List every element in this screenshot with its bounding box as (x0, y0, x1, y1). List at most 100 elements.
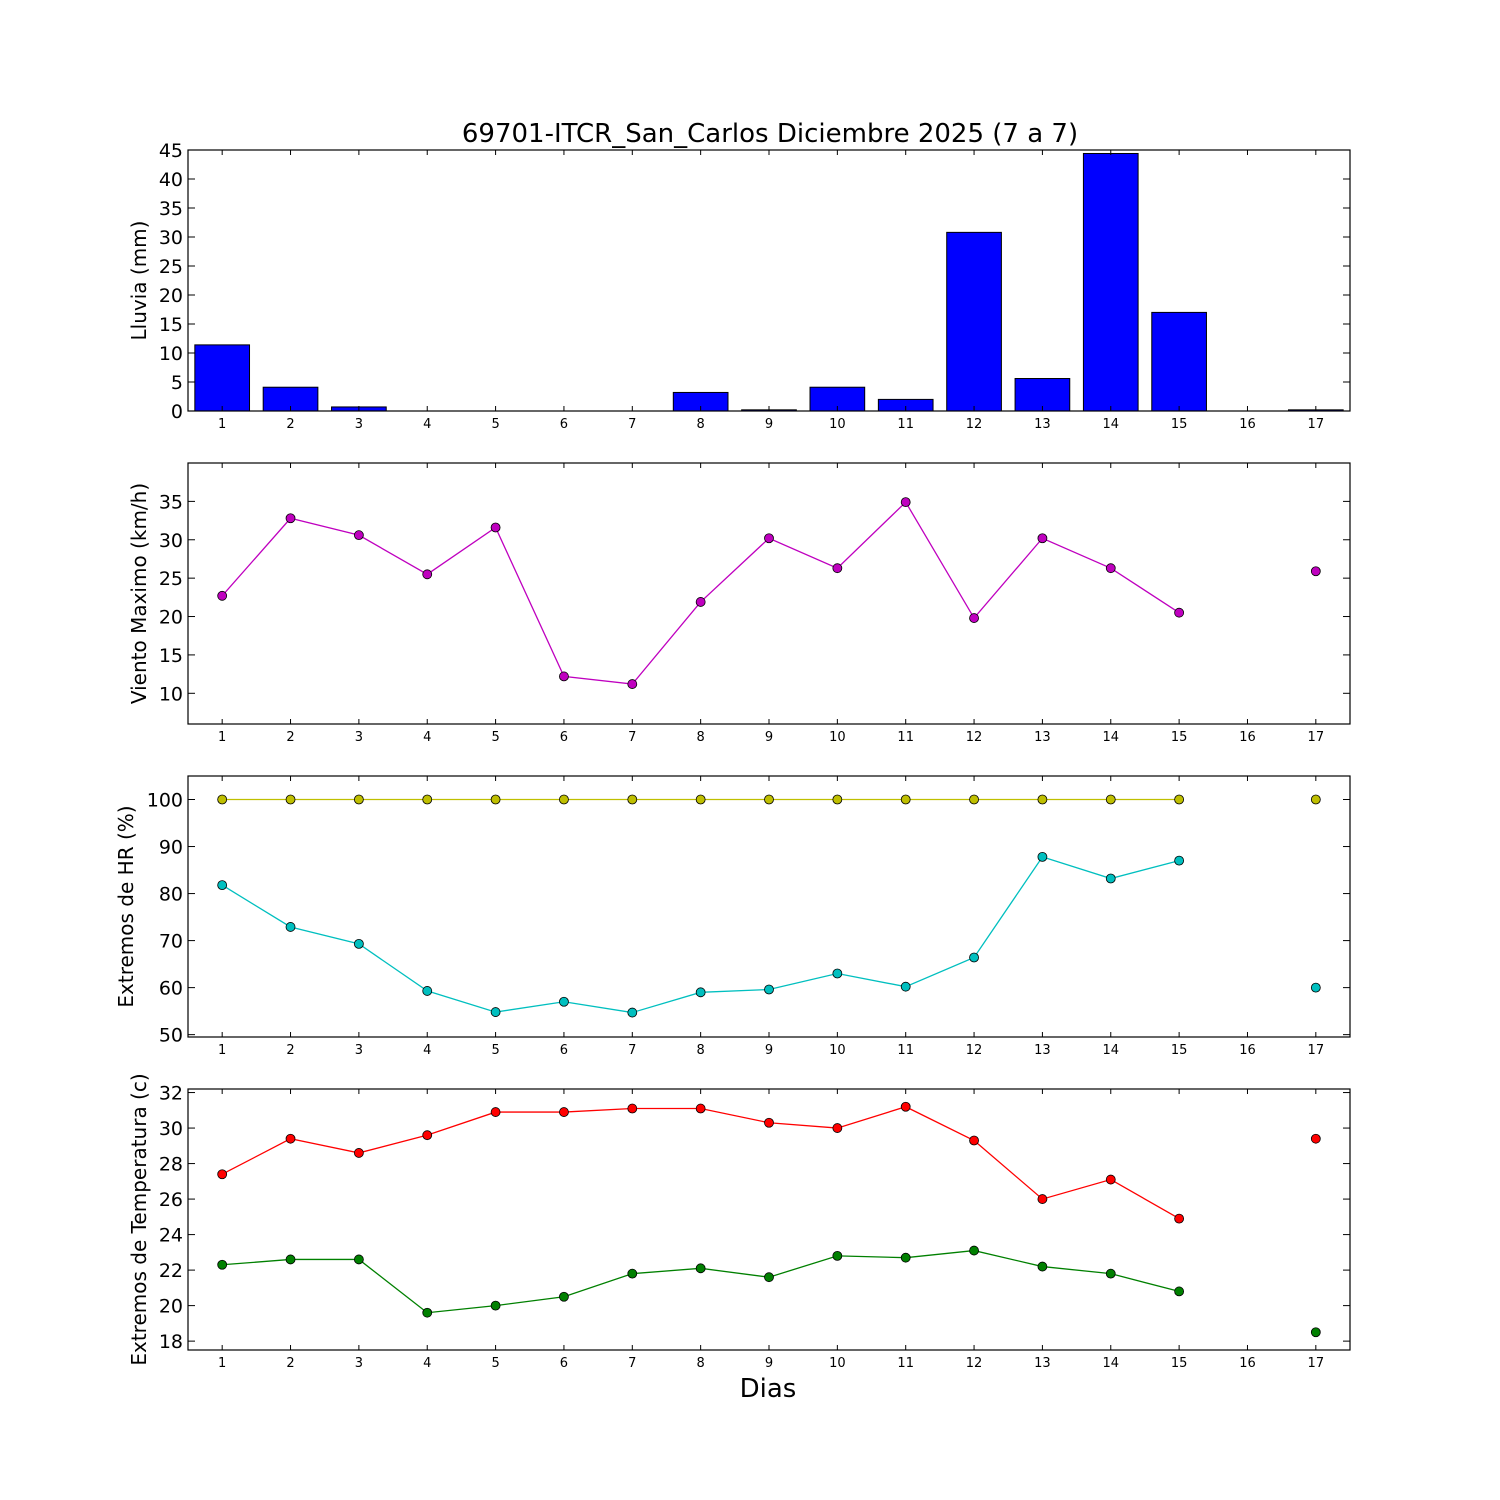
data-point (969, 613, 979, 623)
data-point (832, 1250, 843, 1261)
data-point (1105, 794, 1116, 805)
x-tick-label: 6 (560, 730, 568, 745)
data-point (353, 794, 364, 805)
y-tick-label: 15 (159, 314, 183, 336)
x-tick-label: 1 (218, 730, 226, 745)
data-point (559, 996, 569, 1007)
x-tick-label: 10 (829, 1043, 846, 1058)
y-tick-label: 40 (159, 169, 183, 191)
y-tick-label: 20 (159, 1296, 183, 1318)
data-point (900, 497, 911, 508)
data-point (832, 1123, 843, 1133)
y-tick-label: 70 (159, 931, 183, 953)
data-point (490, 1107, 501, 1117)
data-point (353, 938, 364, 949)
y-axis-label: Viento Maximo (km/h) (127, 483, 151, 704)
x-tick-label: 13 (1034, 1356, 1051, 1371)
wind-panel: 1 2 3 4 5 6 7 8 9 10 11 12 13 14 15 16 17101520253035Vie… (127, 462, 1351, 745)
x-tick-label: 3 (355, 417, 363, 432)
data-point (422, 569, 433, 580)
y-tick-label: 25 (159, 568, 183, 590)
y-tick-label: 25 (159, 256, 183, 278)
data-point (1037, 533, 1048, 544)
data-point (627, 1007, 638, 1018)
x-tick-label: 9 (765, 1043, 773, 1058)
data-point (490, 794, 501, 805)
data-point (422, 986, 433, 996)
data-point (422, 1307, 433, 1318)
data-point (764, 1272, 774, 1283)
data-point (1310, 1133, 1321, 1144)
data-point (900, 1252, 911, 1263)
x-tick-label: 16 (1239, 417, 1256, 432)
y-tick-label: 50 (159, 1025, 183, 1047)
x-tick-label: 8 (697, 1043, 705, 1058)
data-point (217, 1169, 228, 1180)
y-axis-label: Extremos de HR (%) (114, 805, 138, 1007)
data-point (285, 1254, 296, 1265)
y-tick-label: 28 (159, 1154, 183, 1176)
x-tick-label: 7 (628, 1043, 636, 1058)
data-point (422, 794, 433, 805)
x-tick-label: 5 (491, 730, 499, 745)
x-tick-label: 2 (286, 417, 294, 432)
x-tick-label: 10 (829, 730, 846, 745)
data-point (764, 533, 774, 544)
x-tick-label: 11 (897, 417, 914, 432)
x-tick-label: 1 (218, 417, 226, 432)
rain-panel: 1 2 3 4 5 6 7 8 9 10 11 12 13 14 15 16 17051015202530354… (127, 140, 1351, 432)
x-tick-label: 4 (423, 730, 431, 745)
bar (194, 344, 251, 411)
data-point (695, 1263, 706, 1274)
y-tick-label: 35 (159, 491, 183, 513)
data-point (969, 952, 979, 963)
series-line (222, 1249, 1180, 1314)
data-point (490, 522, 501, 533)
x-tick-label: 3 (355, 1356, 363, 1371)
data-point (627, 1268, 638, 1279)
x-tick-label: 16 (1239, 1356, 1256, 1371)
data-point (490, 1300, 501, 1311)
x-tick-label: 14 (1102, 1356, 1119, 1371)
x-tick-label: 14 (1102, 417, 1119, 432)
y-tick-label: 18 (159, 1331, 183, 1353)
data-point (900, 981, 911, 992)
x-tick-label: 8 (697, 417, 705, 432)
bar (946, 231, 1002, 411)
x-tick-label: 8 (697, 1356, 705, 1371)
data-point (559, 1107, 569, 1117)
x-tick-label: 16 (1239, 1043, 1256, 1058)
x-tick-label: 8 (697, 730, 705, 745)
data-point (1105, 1268, 1116, 1279)
data-point (832, 968, 843, 979)
y-tick-label: 22 (159, 1260, 183, 1282)
data-point (1310, 1327, 1321, 1338)
data-point (422, 1130, 433, 1141)
data-point (695, 597, 706, 607)
data-point (217, 590, 228, 601)
x-tick-label: 15 (1171, 1356, 1188, 1371)
x-tick-label: 4 (423, 417, 431, 432)
data-point (353, 1254, 364, 1265)
data-point (1310, 794, 1321, 805)
data-point (695, 987, 706, 998)
x-tick-label: 4 (423, 1356, 431, 1371)
x-tick-label: 15 (1171, 1043, 1188, 1058)
x-tick-label: 7 (628, 730, 636, 745)
x-tick-label: 4 (423, 1043, 431, 1058)
plot-area (194, 152, 1344, 411)
data-point (764, 984, 774, 995)
x-tick-label: 12 (966, 417, 983, 432)
x-tick-label: 17 (1308, 417, 1325, 432)
data-point (969, 1245, 979, 1256)
data-point (285, 922, 296, 932)
data-point (1174, 607, 1185, 618)
y-tick-label: 45 (159, 140, 183, 162)
data-point (627, 794, 638, 805)
x-tick-label: 13 (1034, 417, 1051, 432)
plot-frame (187, 775, 1351, 1038)
data-point (969, 794, 979, 805)
x-tick-label: 11 (897, 1043, 914, 1058)
data-point (1174, 1286, 1185, 1297)
